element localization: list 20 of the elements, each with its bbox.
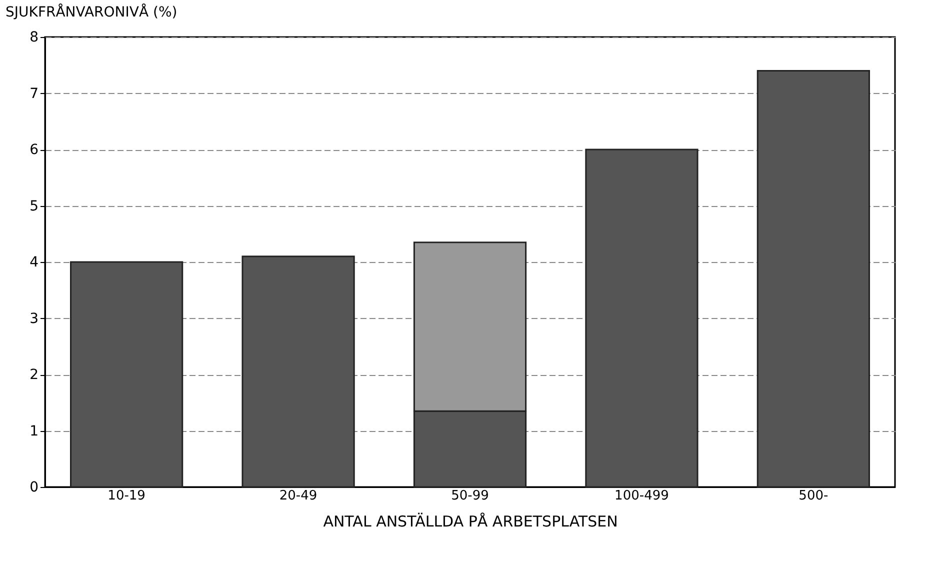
y-tick-label: 3	[30, 310, 38, 327]
x-axis-title: ANTAL ANSTÄLLDA PÅ ARBETSPLATSEN	[323, 512, 618, 530]
y-tick-label: 5	[30, 198, 38, 214]
x-tick-label: 10-19	[108, 488, 146, 504]
y-tick-label: 7	[30, 86, 38, 102]
y-axis-title: SJUKFRÅNVARONIVÅ (%)	[6, 4, 178, 20]
y-tick-label: 6	[30, 142, 39, 158]
y-tick-label: 0	[30, 480, 38, 496]
x-tick-label: 20-49	[279, 488, 318, 504]
y-tick-label: 2	[30, 367, 38, 383]
bar	[756, 70, 870, 488]
x-tick-label: 100-499	[614, 488, 669, 504]
y-tick-label: 4	[30, 254, 39, 270]
y-tick-label: 1	[30, 423, 38, 440]
x-tick-label: 500-	[798, 488, 828, 504]
y-tick-label: 8	[30, 30, 38, 46]
bar	[585, 148, 698, 488]
bar	[70, 261, 184, 488]
x-tick-label: 50-99	[451, 488, 489, 504]
bar	[242, 256, 355, 488]
